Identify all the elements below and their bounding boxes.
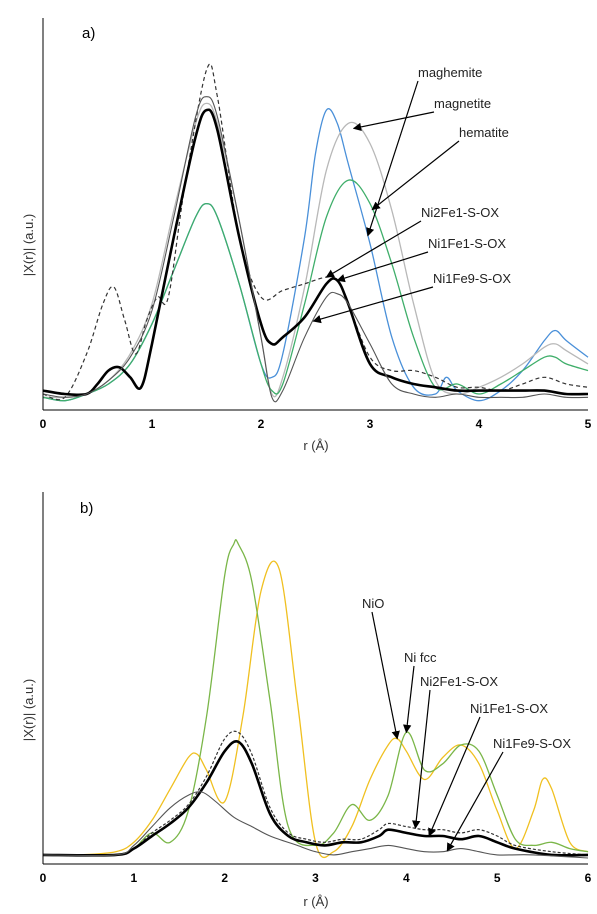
series-line-ni-fcc-b xyxy=(43,539,589,856)
annotation-arrow-ni1fe9-s-ox-a xyxy=(312,286,434,324)
x-tick-labels-b: 0 1 2 3 4 5 6 xyxy=(40,871,592,885)
annotation-arrow-ni1fe9-s-ox-b xyxy=(446,751,504,852)
annotation-label-ni2fe1-s-ox-b: Ni2Fe1-S-OX xyxy=(420,674,498,689)
panel-label-b: b) xyxy=(80,500,93,517)
annotation-arrow-ni-fcc-b xyxy=(403,665,415,734)
annotation-arrow-ni2fe1-s-ox-a xyxy=(325,220,422,278)
x-tick-label-5-a: 5 xyxy=(585,417,592,431)
annotation-label-hematite-a: hematite xyxy=(459,125,509,140)
x-tick-label-1-a: 1 xyxy=(149,417,156,431)
x-axis-label-b: r (Å) xyxy=(303,894,328,909)
annotation-label-ni-fcc-b: Ni fcc xyxy=(404,650,437,665)
annotation-label-magnetite-a: magnetite xyxy=(434,96,491,111)
x-tick-label-3-a: 3 xyxy=(367,417,374,431)
annotation-label-nio-b: NiO xyxy=(362,596,384,611)
annotation-arrow-magnetite-a xyxy=(352,111,435,132)
series-line-ni2fe1-s-ox-b xyxy=(42,730,589,856)
series-line-ni2fe1-s-ox-a xyxy=(42,63,589,401)
annotation-arrow-hematite-a xyxy=(371,140,460,211)
x-tick-label-2-b: 2 xyxy=(221,871,228,885)
series-layer-b xyxy=(42,539,589,859)
chart-panel-b: b) |X(r)| (a.u.) r (Å) NiO Ni fcc Ni2Fe1-S… xyxy=(21,492,592,909)
annotation-label-ni1fe1-s-ox-b: Ni1Fe1-S-OX xyxy=(470,701,548,716)
x-tick-label-1-b: 1 xyxy=(130,871,137,885)
x-tick-labels-a: 0 1 2 3 4 5 xyxy=(40,417,592,431)
series-line-hematite-a xyxy=(42,179,589,402)
chart-panel-a: a) |X(r)| (a.u.) r (Å) maghemite magnetit… xyxy=(21,18,592,453)
x-tick-label-5-b: 5 xyxy=(494,871,501,885)
annotation-arrow-ni2fe1-s-ox-b xyxy=(412,689,431,830)
annotation-layer-a: maghemite magnetite hematite Ni2Fe1-S-OX Ni1… xyxy=(312,65,511,324)
x-axis-label-a: r (Å) xyxy=(303,438,328,453)
x-tick-label-0-b: 0 xyxy=(40,871,47,885)
x-tick-label-2-a: 2 xyxy=(258,417,265,431)
annotation-label-ni1fe1-s-ox-a: Ni1Fe1-S-OX xyxy=(428,236,506,251)
x-tick-label-6-b: 6 xyxy=(585,871,592,885)
panel-label-a: a) xyxy=(82,25,95,42)
series-line-ni1fe1-s-ox-a xyxy=(42,108,589,397)
series-layer-a xyxy=(42,63,589,403)
series-line-ni1fe1-s-ox-b xyxy=(42,740,589,857)
annotation-label-ni1fe9-s-ox-b: Ni1Fe9-S-OX xyxy=(493,736,571,751)
annotation-label-maghemite-a: maghemite xyxy=(418,65,482,80)
x-tick-label-3-b: 3 xyxy=(312,871,319,885)
x-tick-label-4-a: 4 xyxy=(476,417,483,431)
annotation-arrow-ni1fe1-s-ox-a xyxy=(336,251,429,283)
series-line-ni1fe9-s-ox-a xyxy=(42,96,589,403)
series-line-magnetite-a xyxy=(42,102,589,399)
annotation-layer-b: NiO Ni fcc Ni2Fe1-S-OX Ni1Fe1-S-OX Ni1Fe9-S-… xyxy=(362,596,571,852)
series-line-nio-b xyxy=(42,560,589,859)
series-line-ni1fe9-s-ox-b xyxy=(42,791,589,859)
series-line-maghemite-a xyxy=(42,108,589,402)
annotation-arrow-nio-b xyxy=(371,611,400,740)
y-axis-label-b: |X(r)| (a.u.) xyxy=(21,679,36,741)
y-axis-label-a: |X(r)| (a.u.) xyxy=(21,214,36,276)
annotation-label-ni2fe1-s-ox-a: Ni2Fe1-S-OX xyxy=(421,205,499,220)
annotation-label-ni1fe9-s-ox-a: Ni1Fe9-S-OX xyxy=(433,271,511,286)
annotation-arrow-ni1fe1-s-ox-b xyxy=(428,716,481,837)
x-tick-label-0-a: 0 xyxy=(40,417,47,431)
x-tick-label-4-b: 4 xyxy=(403,871,410,885)
